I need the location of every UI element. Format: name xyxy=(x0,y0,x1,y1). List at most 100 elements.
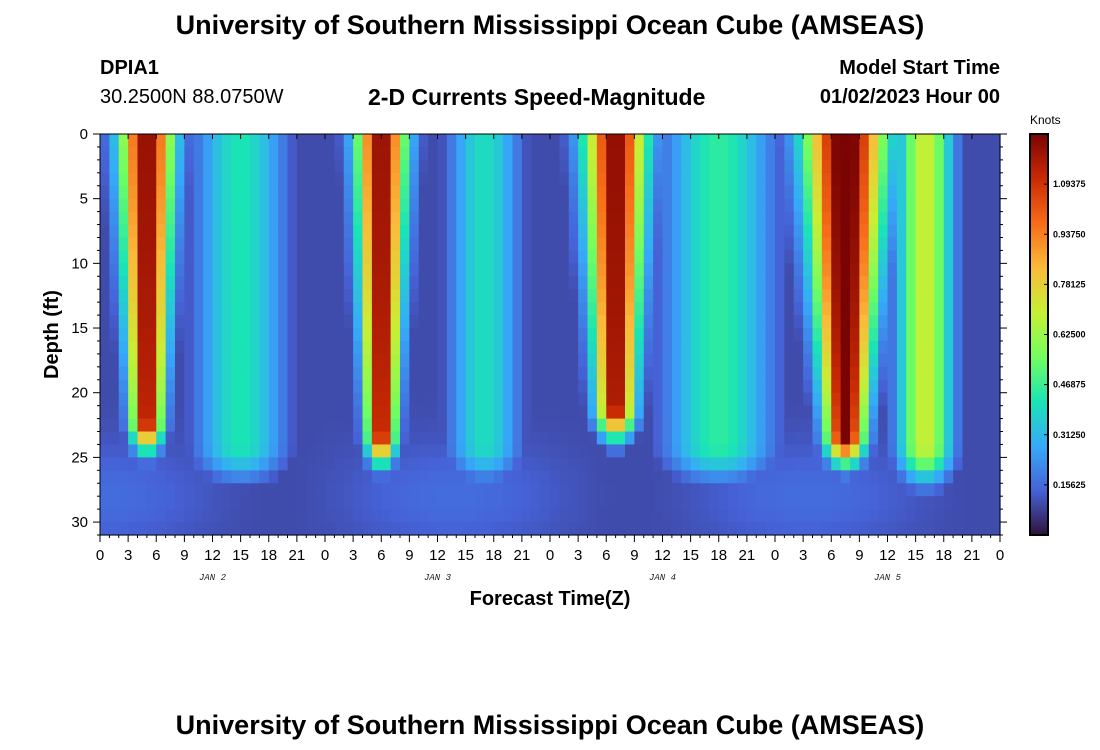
heatmap-cell xyxy=(109,185,120,200)
heatmap-cell xyxy=(156,250,167,264)
heatmap-cell xyxy=(334,185,345,200)
heatmap-cell xyxy=(409,250,420,264)
heatmap-cell xyxy=(278,418,289,433)
heatmap-cell xyxy=(690,185,701,200)
heatmap-cell xyxy=(240,509,251,523)
heatmap-cell xyxy=(681,444,692,458)
heatmap-cell xyxy=(793,263,804,277)
heatmap-cell xyxy=(756,392,767,407)
heatmap-cell xyxy=(925,237,935,252)
heatmap-cell xyxy=(334,509,345,523)
heatmap-cell xyxy=(943,457,954,471)
heatmap-cell xyxy=(268,237,279,252)
heatmap-cell xyxy=(287,353,298,368)
heatmap-cell xyxy=(400,224,410,239)
heatmap-cell xyxy=(578,302,589,316)
heatmap-cell xyxy=(625,418,635,433)
heatmap-cell xyxy=(765,302,776,316)
heatmap-cell xyxy=(634,172,645,187)
heatmap-cell xyxy=(381,224,392,239)
heatmap-cell xyxy=(709,302,720,316)
heatmap-cell xyxy=(887,496,898,510)
heatmap-cell xyxy=(746,509,757,523)
heatmap-cell xyxy=(343,483,354,497)
heatmap-cell xyxy=(953,302,964,316)
heatmap-cell xyxy=(418,172,429,187)
heatmap-cell xyxy=(887,250,898,264)
heatmap-cell xyxy=(521,237,532,252)
heatmap-cell xyxy=(118,509,129,523)
heatmap-cell xyxy=(259,366,270,381)
heatmap-cell xyxy=(587,302,598,316)
heatmap-cell xyxy=(250,198,260,213)
heatmap-cell xyxy=(671,328,682,342)
heatmap-cell xyxy=(662,496,673,510)
heatmap-cell xyxy=(615,250,626,264)
heatmap-cell xyxy=(240,198,251,213)
heatmap-cell xyxy=(278,224,289,239)
heatmap-cell xyxy=(643,366,654,381)
heatmap-cell xyxy=(437,237,448,252)
heatmap-cell xyxy=(240,483,251,497)
heatmap-cell xyxy=(493,134,504,148)
heatmap-cell xyxy=(184,289,195,303)
heatmap-cell xyxy=(193,366,204,381)
heatmap-cell xyxy=(193,392,204,407)
heatmap-cell xyxy=(250,134,260,148)
heatmap-cell xyxy=(934,328,945,342)
heatmap-cell xyxy=(765,457,776,471)
heatmap-cell xyxy=(915,328,926,342)
heatmap-cell xyxy=(821,418,832,433)
heatmap-cell xyxy=(278,457,289,471)
heatmap-cell xyxy=(746,172,757,187)
heatmap-cell xyxy=(175,224,185,239)
heatmap-cell xyxy=(784,134,795,148)
heatmap-cell xyxy=(596,198,607,213)
heatmap-cell xyxy=(981,392,992,407)
heatmap-cell xyxy=(550,146,560,161)
heatmap-cell xyxy=(371,134,382,148)
heatmap-cell xyxy=(278,366,289,381)
heatmap-cell xyxy=(634,496,645,510)
heatmap-cell xyxy=(681,159,692,174)
heatmap-cell xyxy=(962,444,973,458)
heatmap-cell xyxy=(240,159,251,174)
heatmap-cell xyxy=(765,159,776,174)
heatmap-cell xyxy=(615,444,626,458)
heatmap-cell xyxy=(615,366,626,381)
heatmap-cell xyxy=(793,302,804,316)
heatmap-cell xyxy=(962,134,973,148)
heatmap-cell xyxy=(259,250,270,264)
heatmap-cell xyxy=(953,509,964,523)
heatmap-cell xyxy=(831,315,842,329)
heatmap-cell xyxy=(737,159,748,174)
heatmap-cell xyxy=(850,302,860,316)
heatmap-cell xyxy=(521,483,532,497)
heatmap-cell xyxy=(175,457,185,471)
heatmap-cell xyxy=(906,444,917,458)
heatmap-cell xyxy=(643,509,654,523)
heatmap-cell xyxy=(212,263,223,277)
heatmap-cell xyxy=(671,405,682,420)
heatmap-cell xyxy=(278,444,289,458)
heatmap-cell xyxy=(371,496,382,510)
heatmap-cell xyxy=(296,159,307,174)
heatmap-cell xyxy=(278,379,289,394)
heatmap-cell xyxy=(212,198,223,213)
heatmap-cell xyxy=(437,289,448,303)
heatmap-cell xyxy=(596,263,607,277)
heatmap-cell xyxy=(353,134,364,148)
heatmap-cell xyxy=(821,302,832,316)
heatmap-cell xyxy=(990,263,1001,277)
heatmap-cell xyxy=(700,353,710,368)
heatmap-cell xyxy=(915,250,926,264)
heatmap-cell xyxy=(953,431,964,446)
heatmap-cell xyxy=(981,237,992,252)
heatmap-cell xyxy=(306,457,317,471)
heatmap-cell xyxy=(653,134,664,148)
heatmap-cell xyxy=(371,224,382,239)
heatmap-cell xyxy=(953,444,964,458)
heatmap-cell xyxy=(493,172,504,187)
heatmap-cell xyxy=(812,522,823,536)
heatmap-cell xyxy=(521,509,532,523)
